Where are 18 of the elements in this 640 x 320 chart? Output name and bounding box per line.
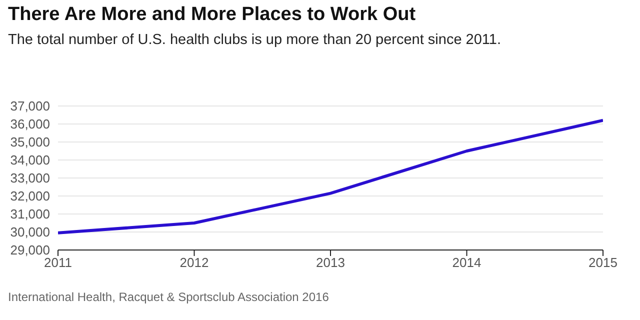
y-tick-label: 30,000 <box>10 224 50 240</box>
y-tick-label: 33,000 <box>10 170 50 186</box>
y-tick-label: 37,000 <box>10 98 50 114</box>
y-tick-label: 35,000 <box>10 134 50 150</box>
y-tick-label: 36,000 <box>10 116 50 132</box>
y-tick-label: 29,000 <box>10 242 50 258</box>
chart-subtitle: The total number of U.S. health clubs is up more than 20 percent since 2011. <box>8 32 502 48</box>
x-tick-label: 2015 <box>588 255 618 270</box>
chart-title: There Are More and More Places to Work Out <box>8 4 416 26</box>
text: International Health, Racquet & Sportsclub Association 2016 <box>8 290 329 304</box>
y-tick-label: 32,000 <box>10 188 50 204</box>
y-tick-label: 34,000 <box>10 152 50 168</box>
x-tick-label: 2014 <box>452 255 482 270</box>
line-series <box>58 118 603 234</box>
x-tick-label: 2011 <box>44 255 72 270</box>
y-tick-label: 31,000 <box>10 206 50 222</box>
x-tick-label: 2012 <box>180 255 209 270</box>
x-tick-label: 2013 <box>316 255 345 270</box>
